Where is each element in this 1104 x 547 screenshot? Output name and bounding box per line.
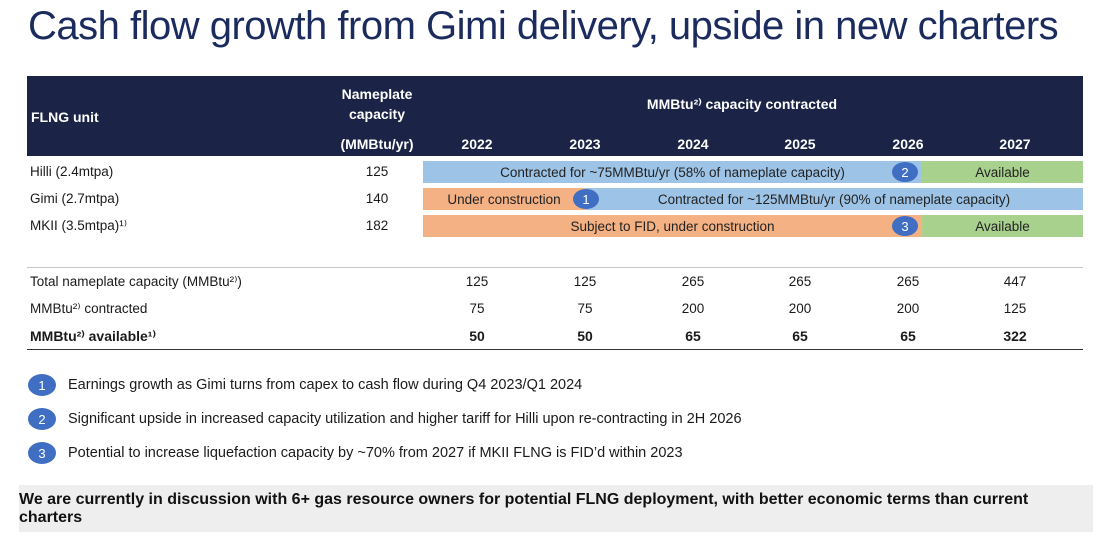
summary-value: 65	[900, 328, 916, 344]
header-year: 2023	[569, 136, 601, 152]
unit-name: Gimi (2.7mtpa)	[30, 191, 120, 206]
summary-value: 125	[465, 274, 489, 289]
summary-value: 65	[792, 328, 808, 344]
header-year: 2025	[784, 136, 816, 152]
summary-value: 50	[469, 328, 485, 344]
table-header: FLNG unit Nameplate capacity (MMBtu/yr) …	[27, 76, 1083, 156]
hilli-contracted-bar: Contracted for ~75MMBtu/yr (58% of namep…	[423, 161, 922, 183]
footnote: 2 Significant upside in increased capaci…	[28, 408, 742, 430]
summary-value: 75	[469, 301, 485, 316]
header-year: 2022	[461, 136, 493, 152]
footnote-3-icon: 3	[28, 442, 56, 464]
summary-label: MMBtu²⁾ contracted	[30, 301, 148, 316]
summary-value: 65	[685, 328, 701, 344]
unit-name: MKII (3.5mtpa)¹⁾	[30, 218, 128, 233]
summary-value: 200	[896, 301, 920, 316]
marker-2-icon: 2	[892, 162, 918, 182]
unit-capacity: 125	[365, 164, 389, 179]
footnote-1-icon: 1	[28, 374, 56, 396]
divider	[27, 267, 1083, 268]
divider	[27, 349, 1083, 350]
summary-value: 200	[788, 301, 812, 316]
mkii-fid-bar: Subject to FID, under construction	[423, 215, 922, 237]
summary-value: 125	[573, 274, 597, 289]
summary-value: 265	[681, 274, 705, 289]
footnote: 3 Potential to increase liquefaction cap…	[28, 442, 683, 464]
summary-label: MMBtu²⁾ available¹⁾	[30, 328, 156, 344]
footnote-text: Significant upside in increased capacity…	[68, 411, 742, 427]
gimi-construction-bar: Under construction	[423, 188, 585, 210]
header-nameplate-line1: Nameplate	[341, 86, 413, 102]
header-year: 2026	[892, 136, 924, 152]
header-contracted-label: MMBtu²⁾ capacity contracted	[646, 96, 838, 112]
gimi-contracted-bar: Contracted for ~125MMBtu/yr (90% of name…	[585, 188, 1083, 210]
header-year: 2027	[999, 136, 1031, 152]
header-unit-label: FLNG unit	[31, 109, 99, 125]
header-year: 2024	[677, 136, 709, 152]
summary-label: Total nameplate capacity (MMBtu²⁾)	[30, 274, 242, 289]
page-title: Cash flow growth from Gimi delivery, ups…	[28, 4, 1059, 48]
summary-value: 75	[577, 301, 593, 316]
summary-value: 265	[788, 274, 812, 289]
marker-3-icon: 3	[892, 216, 918, 236]
hilli-available-bar: Available	[922, 161, 1083, 183]
footnote-text: Earnings growth as Gimi turns from capex…	[68, 377, 583, 393]
summary-banner: We are currently in discussion with 6+ g…	[19, 485, 1093, 532]
unit-name: Hilli (2.4mtpa)	[30, 164, 114, 179]
summary-value: 265	[896, 274, 920, 289]
header-nameplate-unit: (MMBtu/yr)	[340, 136, 414, 152]
summary-value: 125	[1003, 301, 1027, 316]
footnote: 1 Earnings growth as Gimi turns from cap…	[28, 374, 582, 396]
unit-capacity: 140	[365, 191, 389, 206]
summary-value: 447	[1003, 274, 1027, 289]
footnote-2-icon: 2	[28, 408, 56, 430]
unit-capacity: 182	[365, 218, 389, 233]
summary-value: 200	[681, 301, 705, 316]
marker-1-icon: 1	[573, 189, 599, 209]
summary-value: 50	[577, 328, 593, 344]
mkii-available-bar: Available	[922, 215, 1083, 237]
header-nameplate-line2: capacity	[348, 106, 406, 122]
footnote-text: Potential to increase liquefaction capac…	[68, 445, 683, 461]
summary-value: 322	[1003, 328, 1027, 344]
